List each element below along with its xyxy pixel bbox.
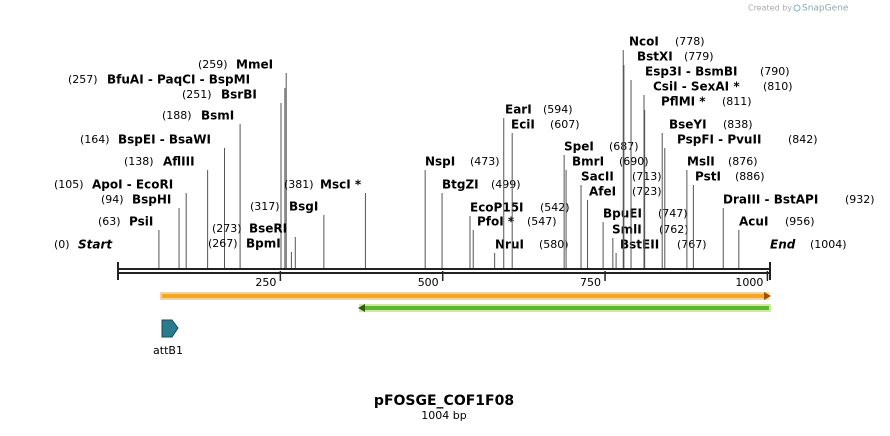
enzyme-name: EcoP15I xyxy=(470,201,524,215)
enzyme-name: BspEI - BsaWI xyxy=(118,133,211,147)
enzyme-name: Start xyxy=(78,238,113,252)
enzyme-name: BsgI xyxy=(289,200,318,214)
enzyme-name: BstEII xyxy=(620,238,659,252)
ruler-tick-label: 750 xyxy=(580,276,601,289)
site-position: (810) xyxy=(763,80,793,93)
enzyme-name: BpmI xyxy=(246,237,281,251)
site-position: (956) xyxy=(785,215,815,228)
enzyme-name: AfeI xyxy=(589,185,616,199)
site-position: (94) xyxy=(101,193,124,206)
site-position: (762) xyxy=(659,223,689,236)
site-position: (713) xyxy=(632,170,662,183)
enzyme-name: SpeI xyxy=(564,140,594,154)
enzyme-name: End xyxy=(770,238,796,252)
map-size: 1004 bp xyxy=(421,409,466,422)
site-position: (886) xyxy=(735,170,765,183)
feature-bar xyxy=(359,304,771,312)
site-position: (273) xyxy=(212,222,242,235)
enzyme-name: NruI xyxy=(495,238,524,252)
site-position: (63) xyxy=(98,215,121,228)
enzyme-name: AcuI xyxy=(739,215,768,229)
enzyme-name: EarI xyxy=(505,103,532,117)
site-position: (838) xyxy=(723,118,753,131)
site-position: (251) xyxy=(182,88,212,101)
site-position: (267) xyxy=(208,237,238,250)
site-position: (381) xyxy=(284,178,314,191)
map-name: pFOSGE_COF1F08 xyxy=(374,393,514,409)
site-position: (317) xyxy=(250,200,280,213)
site-position: (164) xyxy=(80,133,110,146)
enzyme-name: BstXI xyxy=(637,50,673,64)
site-position: (779) xyxy=(684,50,714,63)
site-position: (499) xyxy=(491,178,521,191)
site-position: (723) xyxy=(632,185,662,198)
enzyme-name: MscI * xyxy=(320,178,362,192)
enzyme-name: NcoI xyxy=(629,35,659,49)
site-position: (547) xyxy=(527,215,557,228)
site-position: (105) xyxy=(54,178,84,191)
attb1-feature xyxy=(161,319,179,338)
enzyme-name: BseYI xyxy=(669,118,707,132)
feature-label: attB1 xyxy=(153,344,183,357)
site-position: (778) xyxy=(675,35,705,48)
enzyme-name: BsmI xyxy=(201,109,234,123)
enzyme-name: NspI xyxy=(425,155,455,169)
enzyme-name: ApoI - EcoRI xyxy=(92,178,173,192)
site-position: (594) xyxy=(543,103,573,116)
enzyme-name: BspHI xyxy=(132,193,171,207)
credit-brand: SnapGene xyxy=(802,4,849,14)
enzyme-name: BfuAI - PaqCI - BspMI xyxy=(107,73,250,87)
site-position: (747) xyxy=(658,207,688,220)
site-position: (257) xyxy=(68,73,98,86)
enzyme-name: BsrBI xyxy=(221,88,257,102)
enzyme-name: AflIII xyxy=(163,155,195,169)
enzyme-name: PsiI xyxy=(129,215,153,229)
enzyme-name: MslI xyxy=(687,155,715,169)
site-position: (607) xyxy=(550,118,580,131)
enzyme-name: BpuEI xyxy=(603,207,642,221)
enzyme-name: SacII xyxy=(581,170,614,184)
enzyme-name: Esp3I - BsmBI xyxy=(645,65,737,79)
enzyme-name: PfoI * xyxy=(477,215,515,229)
enzyme-name: PstI xyxy=(695,170,721,184)
feature-bar xyxy=(160,292,769,300)
enzyme-name: MmeI xyxy=(236,58,273,72)
site-position: (790) xyxy=(760,65,790,78)
site-position: (932) xyxy=(845,193,875,206)
enzyme-name: BseRI xyxy=(249,222,287,236)
ruler-tick-label: 1000 xyxy=(735,276,763,289)
credit-prefix: Created by xyxy=(748,4,792,13)
enzyme-name: DraIII - BstAPI xyxy=(723,193,818,207)
site-position: (876) xyxy=(728,155,758,168)
feature-arrow xyxy=(764,292,771,300)
enzyme-name: EciI xyxy=(511,118,535,132)
site-position: (580) xyxy=(539,238,569,251)
site-position: (473) xyxy=(470,155,500,168)
enzyme-name: PspFI - PvuII xyxy=(677,133,761,147)
site-position: (0) xyxy=(54,238,70,251)
site-position: (188) xyxy=(162,109,192,122)
enzyme-name: SmlI xyxy=(612,223,642,237)
logo xyxy=(793,4,801,12)
ruler-tick-label: 500 xyxy=(418,276,439,289)
site-position: (690) xyxy=(619,155,649,168)
enzyme-name: CsiI - SexAI * xyxy=(653,80,740,94)
enzyme-name: PflMI * xyxy=(661,95,706,109)
site-position: (542) xyxy=(540,201,570,214)
site-position: (767) xyxy=(677,238,707,251)
ruler-tick-label: 250 xyxy=(255,276,276,289)
site-position: (138) xyxy=(124,155,154,168)
feature-arrow xyxy=(358,304,365,312)
site-position: (1004) xyxy=(810,238,847,251)
site-position: (811) xyxy=(722,95,752,108)
site-position: (259) xyxy=(198,58,228,71)
site-position: (842) xyxy=(788,133,818,146)
enzyme-name: BmrI xyxy=(572,155,604,169)
enzyme-name: BtgZI xyxy=(442,178,479,192)
